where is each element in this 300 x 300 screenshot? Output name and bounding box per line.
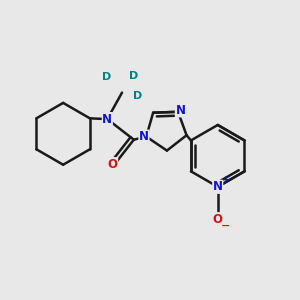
Text: N: N <box>213 180 223 193</box>
Text: −: − <box>221 221 231 231</box>
Text: N: N <box>176 104 185 117</box>
Text: O: O <box>213 213 223 226</box>
Text: D: D <box>129 71 138 81</box>
Text: D: D <box>133 91 142 100</box>
Text: N: N <box>102 112 112 126</box>
Text: O: O <box>108 158 118 171</box>
Text: N: N <box>139 130 149 143</box>
Text: D: D <box>102 72 111 82</box>
Text: +: + <box>222 175 230 185</box>
